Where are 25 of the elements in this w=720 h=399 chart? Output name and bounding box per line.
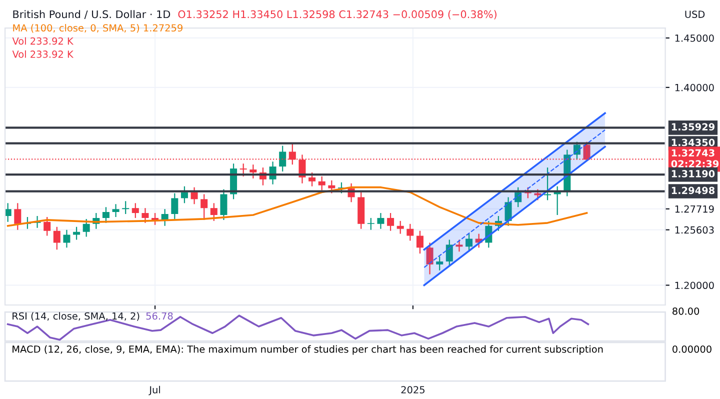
annotation: Vol 233.92 K — [12, 37, 74, 45]
x-tick-label: Jul — [148, 386, 160, 396]
y-tick-label: 1.27719 — [675, 205, 714, 213]
ref-line-label: 1.32743 02:22:39 — [671, 149, 719, 168]
chart-title: RSI (14, close, SMA, 14, 2) — [12, 312, 140, 321]
text: MA (100, close, 0, SMA, 5) 1.27259 — [13, 24, 182, 33]
y-tick-label: 1.25603 — [675, 226, 714, 234]
x-tick-label: 2025 — [401, 386, 424, 394]
y-tick-label: 1.40000 — [675, 84, 714, 92]
series-label: 56.78 — [146, 312, 173, 320]
text: MACD (12, 26, close, 9, EMA, EMA): The maximum number of studies per chart has been reached for current subscription — [12, 345, 603, 355]
candlestick — [367, 217, 374, 230]
ref-line-label: 1.29498 — [672, 186, 715, 194]
line-series — [6, 186, 588, 227]
ref-line-label: 1.31190 — [672, 170, 715, 178]
text: USD — [685, 10, 705, 18]
ref-line-label: 1.35929 — [672, 123, 714, 131]
ref-line-label: 1.34350 — [672, 138, 715, 146]
y-tick-label: 1.20000 — [675, 282, 714, 290]
chart-subtitle: O1.33252 H1.33450 L1.32598 C1.32743 −0.00509 (−0.38%) — [178, 10, 496, 20]
text: 0.00000 — [672, 345, 712, 353]
annotation: Vol 233.92 K — [12, 50, 74, 58]
chart-title: British Pound / U.S. Dollar · 1D — [13, 10, 170, 20]
y-tick-label: 1.45000 — [675, 34, 714, 42]
text: 80.00 — [672, 307, 700, 315]
